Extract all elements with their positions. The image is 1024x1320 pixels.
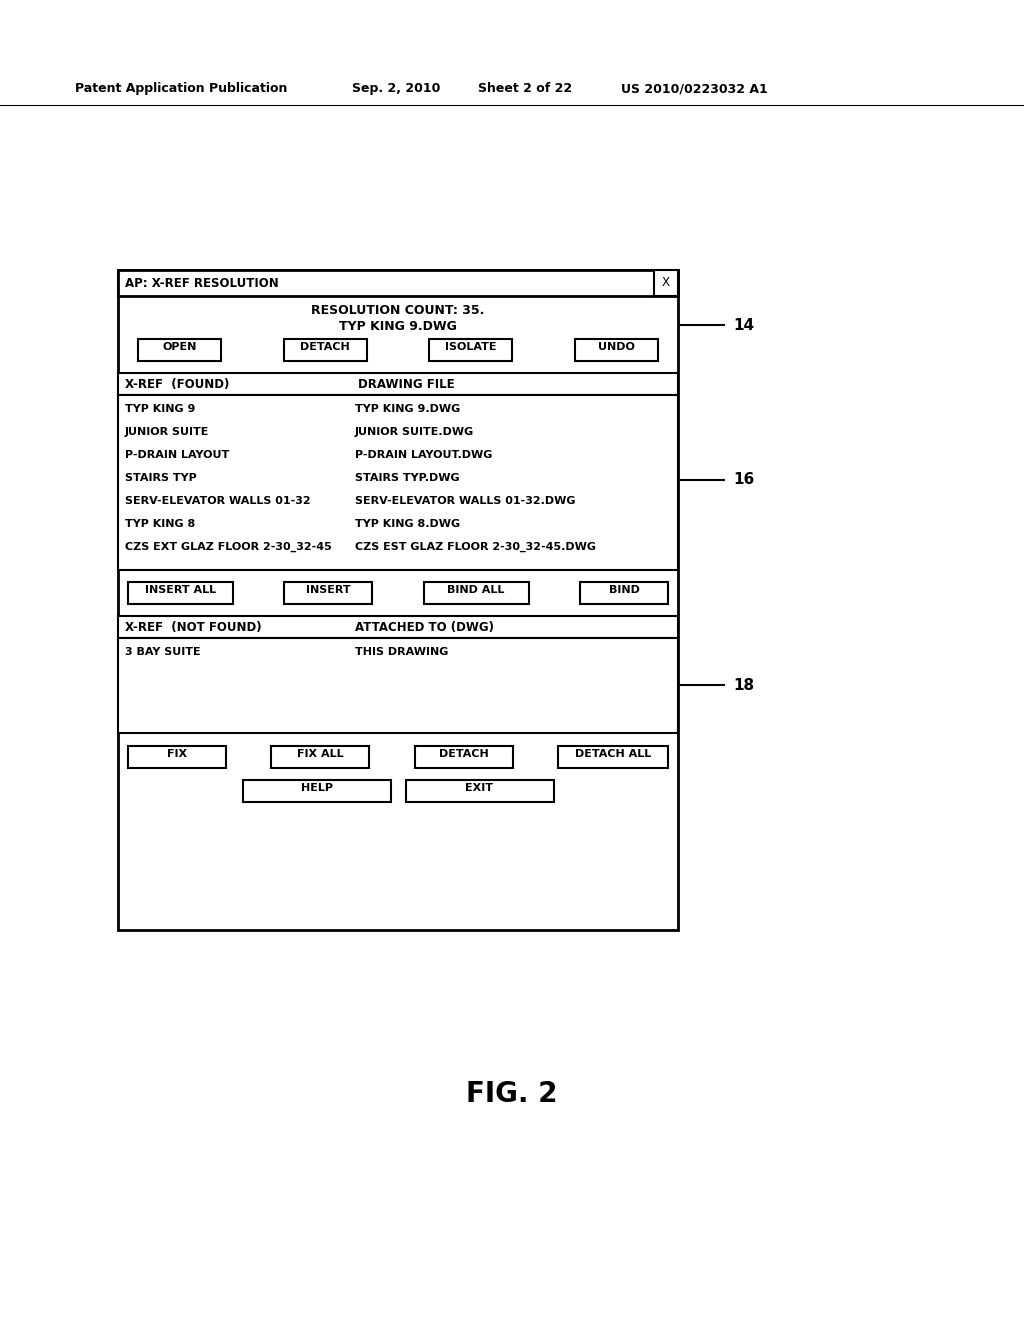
Text: EXIT: EXIT bbox=[466, 783, 494, 793]
Bar bbox=[138, 339, 221, 360]
Bar bbox=[118, 616, 678, 638]
Text: P-DRAIN LAYOUT: P-DRAIN LAYOUT bbox=[125, 450, 229, 459]
Text: ISOLATE: ISOLATE bbox=[445, 342, 497, 352]
Bar bbox=[128, 746, 226, 768]
Text: Sheet 2 of 22: Sheet 2 of 22 bbox=[478, 82, 572, 95]
Bar bbox=[128, 582, 233, 605]
Bar bbox=[271, 746, 370, 768]
Text: DETACH: DETACH bbox=[439, 750, 488, 759]
Text: SERV-ELEVATOR WALLS 01-32.DWG: SERV-ELEVATOR WALLS 01-32.DWG bbox=[355, 496, 575, 506]
Text: US 2010/0223032 A1: US 2010/0223032 A1 bbox=[621, 82, 768, 95]
Bar bbox=[243, 780, 390, 803]
Text: X-REF  (FOUND): X-REF (FOUND) bbox=[125, 378, 229, 391]
Text: ATTACHED TO (DWG): ATTACHED TO (DWG) bbox=[355, 620, 494, 634]
Text: CZS EST GLAZ FLOOR 2-30_32-45.DWG: CZS EST GLAZ FLOOR 2-30_32-45.DWG bbox=[355, 543, 596, 552]
Bar bbox=[118, 395, 678, 570]
Text: THIS DRAWING: THIS DRAWING bbox=[355, 647, 449, 657]
Bar bbox=[284, 339, 367, 360]
Text: INSERT ALL: INSERT ALL bbox=[145, 585, 216, 595]
Bar bbox=[118, 638, 678, 733]
Bar bbox=[654, 271, 678, 296]
Text: RESOLUTION COUNT: 35.: RESOLUTION COUNT: 35. bbox=[311, 304, 484, 317]
Text: OPEN: OPEN bbox=[163, 342, 197, 352]
Bar bbox=[415, 746, 513, 768]
Text: DETACH ALL: DETACH ALL bbox=[574, 750, 651, 759]
Text: BIND ALL: BIND ALL bbox=[447, 585, 505, 595]
Text: BIND: BIND bbox=[608, 585, 639, 595]
Text: 14: 14 bbox=[733, 318, 754, 333]
Bar bbox=[285, 582, 373, 605]
Bar bbox=[558, 746, 668, 768]
Text: HELP: HELP bbox=[300, 783, 333, 793]
Text: Patent Application Publication: Patent Application Publication bbox=[75, 82, 288, 95]
Bar bbox=[429, 339, 512, 360]
Text: TYP KING 9.DWG: TYP KING 9.DWG bbox=[355, 404, 460, 414]
Text: FIX: FIX bbox=[167, 750, 187, 759]
Text: X: X bbox=[662, 276, 670, 289]
Text: DRAWING FILE: DRAWING FILE bbox=[358, 378, 455, 391]
Text: TYP KING 9.DWG: TYP KING 9.DWG bbox=[339, 319, 457, 333]
Text: Sep. 2, 2010: Sep. 2, 2010 bbox=[352, 82, 440, 95]
Bar bbox=[118, 374, 678, 395]
Text: FIG. 2: FIG. 2 bbox=[466, 1080, 558, 1107]
Text: 16: 16 bbox=[733, 473, 755, 487]
Bar bbox=[406, 780, 554, 803]
Text: TYP KING 8.DWG: TYP KING 8.DWG bbox=[355, 519, 460, 529]
Text: JUNIOR SUITE.DWG: JUNIOR SUITE.DWG bbox=[355, 426, 474, 437]
Text: INSERT: INSERT bbox=[306, 585, 350, 595]
Text: P-DRAIN LAYOUT.DWG: P-DRAIN LAYOUT.DWG bbox=[355, 450, 493, 459]
Text: TYP KING 9: TYP KING 9 bbox=[125, 404, 196, 414]
Bar bbox=[580, 582, 668, 605]
Text: AP: X-REF RESOLUTION: AP: X-REF RESOLUTION bbox=[125, 277, 279, 290]
Bar bbox=[118, 271, 678, 931]
Text: 3 BAY SUITE: 3 BAY SUITE bbox=[125, 647, 201, 657]
Text: STAIRS TYP.DWG: STAIRS TYP.DWG bbox=[355, 473, 460, 483]
Bar bbox=[575, 339, 658, 360]
Text: 18: 18 bbox=[733, 677, 754, 693]
Text: DETACH: DETACH bbox=[300, 342, 350, 352]
Text: FIX ALL: FIX ALL bbox=[297, 750, 344, 759]
Text: JUNIOR SUITE: JUNIOR SUITE bbox=[125, 426, 209, 437]
Text: STAIRS TYP: STAIRS TYP bbox=[125, 473, 197, 483]
Text: CZS EXT GLAZ FLOOR 2-30_32-45: CZS EXT GLAZ FLOOR 2-30_32-45 bbox=[125, 543, 332, 552]
Text: SERV-ELEVATOR WALLS 01-32: SERV-ELEVATOR WALLS 01-32 bbox=[125, 496, 310, 506]
Text: X-REF  (NOT FOUND): X-REF (NOT FOUND) bbox=[125, 620, 261, 634]
Text: TYP KING 8: TYP KING 8 bbox=[125, 519, 196, 529]
Text: UNDO: UNDO bbox=[598, 342, 635, 352]
Bar bbox=[118, 271, 678, 296]
Bar bbox=[424, 582, 528, 605]
